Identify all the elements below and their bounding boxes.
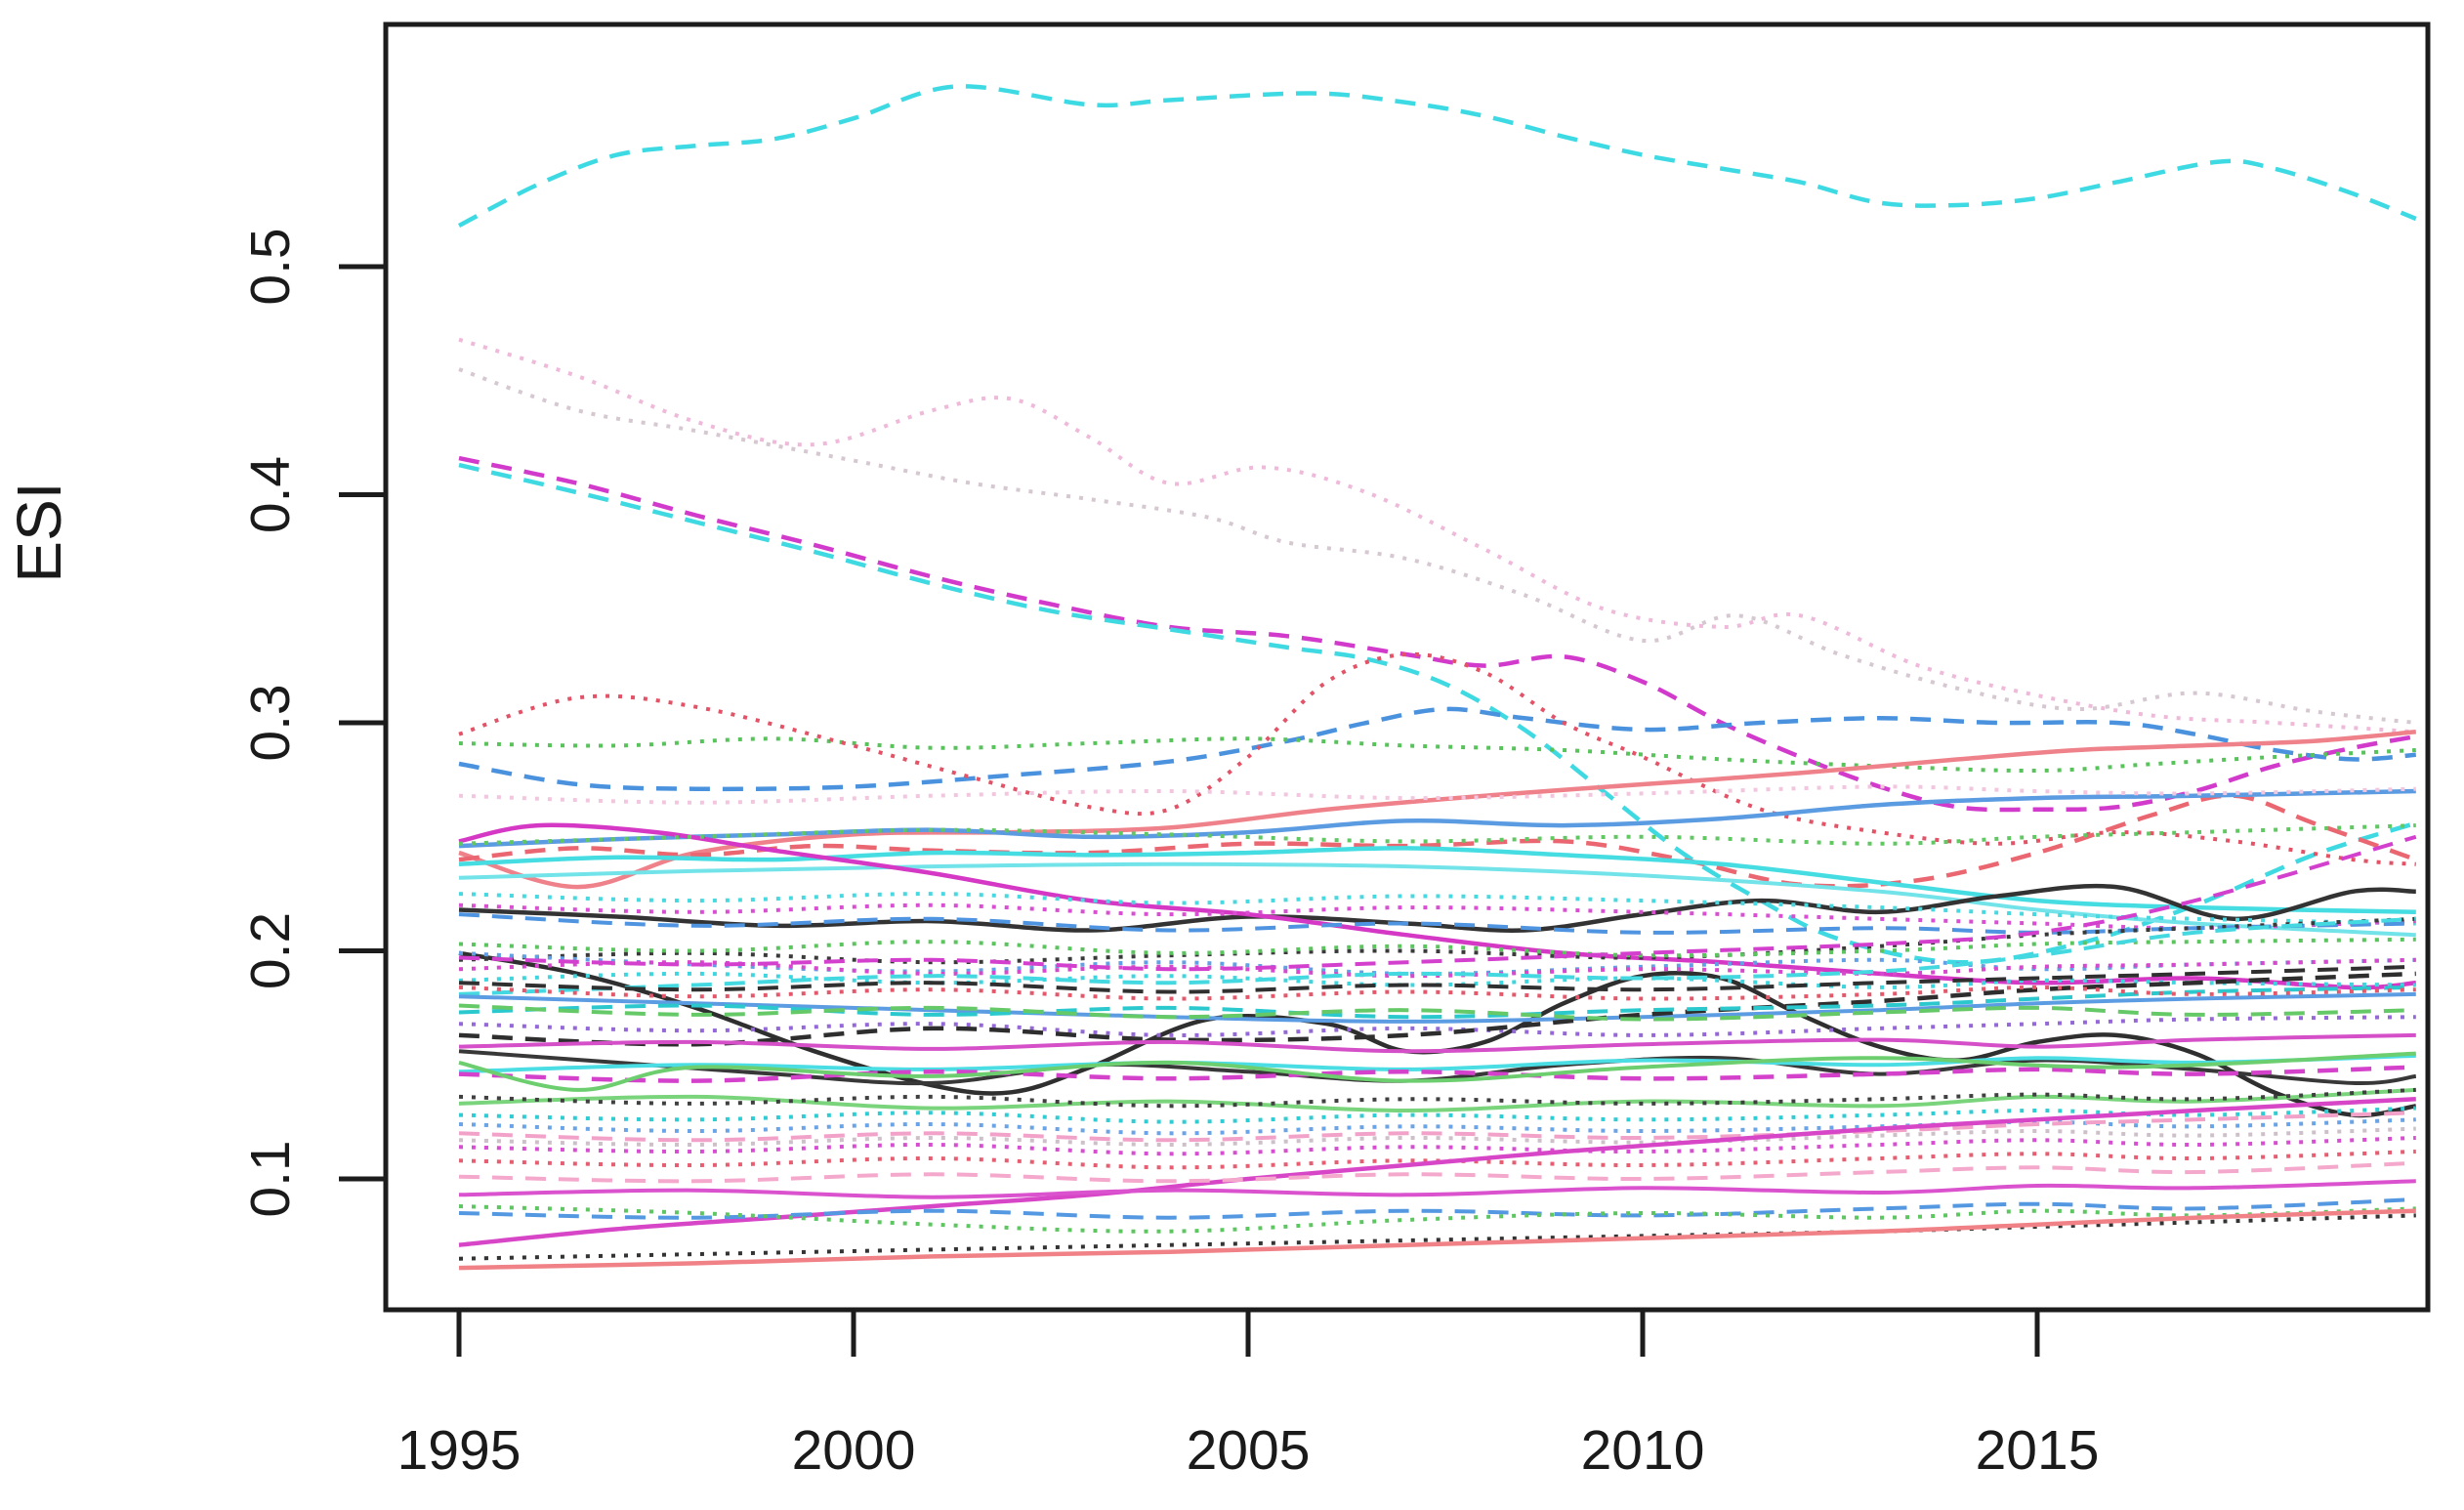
series-line-red-dashed-main [458, 793, 2417, 889]
series-line-blue-solid-B [458, 991, 2416, 1024]
series-line-red-dotted-main [458, 651, 2416, 866]
series-line-green-dotted-main [458, 736, 2416, 774]
series-line-blue-solid-main [458, 788, 2416, 849]
y-tick-label: 0.4 [239, 456, 302, 533]
x-tick-label: 2015 [1976, 1419, 2100, 1482]
series-line-salmon-solid-low [458, 1208, 2416, 1271]
series-line-pink-dashed-B [458, 1160, 2416, 1184]
y-tick-label: 0.2 [239, 912, 302, 989]
y-tick-label: 0.5 [239, 228, 302, 305]
x-tick-label: 2000 [792, 1419, 916, 1482]
series-line-cyan-solid-low [458, 1053, 2416, 1074]
series-line-blue-dashed-B [458, 912, 2416, 935]
series-line-teal-dashed [458, 985, 2416, 1020]
series-line-magenta-dashed-B [458, 834, 2417, 972]
series-line-cyan-solid-A [458, 846, 2416, 915]
series-line-magenta-solid-low [458, 1179, 2416, 1199]
series-line-salmon-solid-riser [458, 730, 2417, 890]
y-axis-ticks: 0.1 0.2 0.3 0.4 0.5 [239, 228, 386, 1218]
series-line-magenta-solid-flat [458, 1032, 2416, 1054]
x-tick-label: 2010 [1581, 1419, 1705, 1482]
series-line-black-dashed-A [458, 971, 2416, 1047]
x-axis-ticks: 1995 2000 2005 2010 2015 [397, 1310, 2100, 1482]
series-line-magenta-solid-desc [458, 822, 2417, 990]
x-tick-label: 1995 [397, 1419, 522, 1482]
series-line-cyan-dashed-desc [458, 462, 2417, 965]
series-line-blue-dashed-low [458, 1197, 2416, 1220]
series-line-magenta-dashed-row [458, 1065, 2416, 1083]
y-tick-label: 0.1 [239, 1140, 302, 1217]
series-line-black-wiggly-B [458, 1049, 2417, 1086]
plot-frame [383, 21, 2431, 1313]
series-line-black-dashed-B [458, 964, 2416, 994]
series-line-pink-dashed-A [458, 1111, 2416, 1143]
series-line-blue-dashed-main [458, 706, 2416, 792]
series-line-green-dashed-A [458, 1003, 2416, 1022]
y-axis-title: ESI [4, 482, 74, 582]
series-line-green-solid-B [458, 1087, 2416, 1112]
series-line-magenta-dashed-desc [458, 455, 2417, 813]
series-line-cyan-dashed-top [457, 84, 2417, 228]
y-tick-label: 0.3 [239, 684, 302, 761]
x-tick-label: 2005 [1187, 1419, 1311, 1482]
series-line-green-solid-A [458, 1051, 2416, 1092]
series-line-pink-dotted-upper [458, 337, 2416, 734]
series-line-cyan-solid-B [458, 861, 2416, 938]
series-lines-group [457, 84, 2417, 1271]
series-line-cyan-dashed-B [458, 916, 2416, 996]
series-line-grey-dotted-upper [458, 367, 2417, 725]
